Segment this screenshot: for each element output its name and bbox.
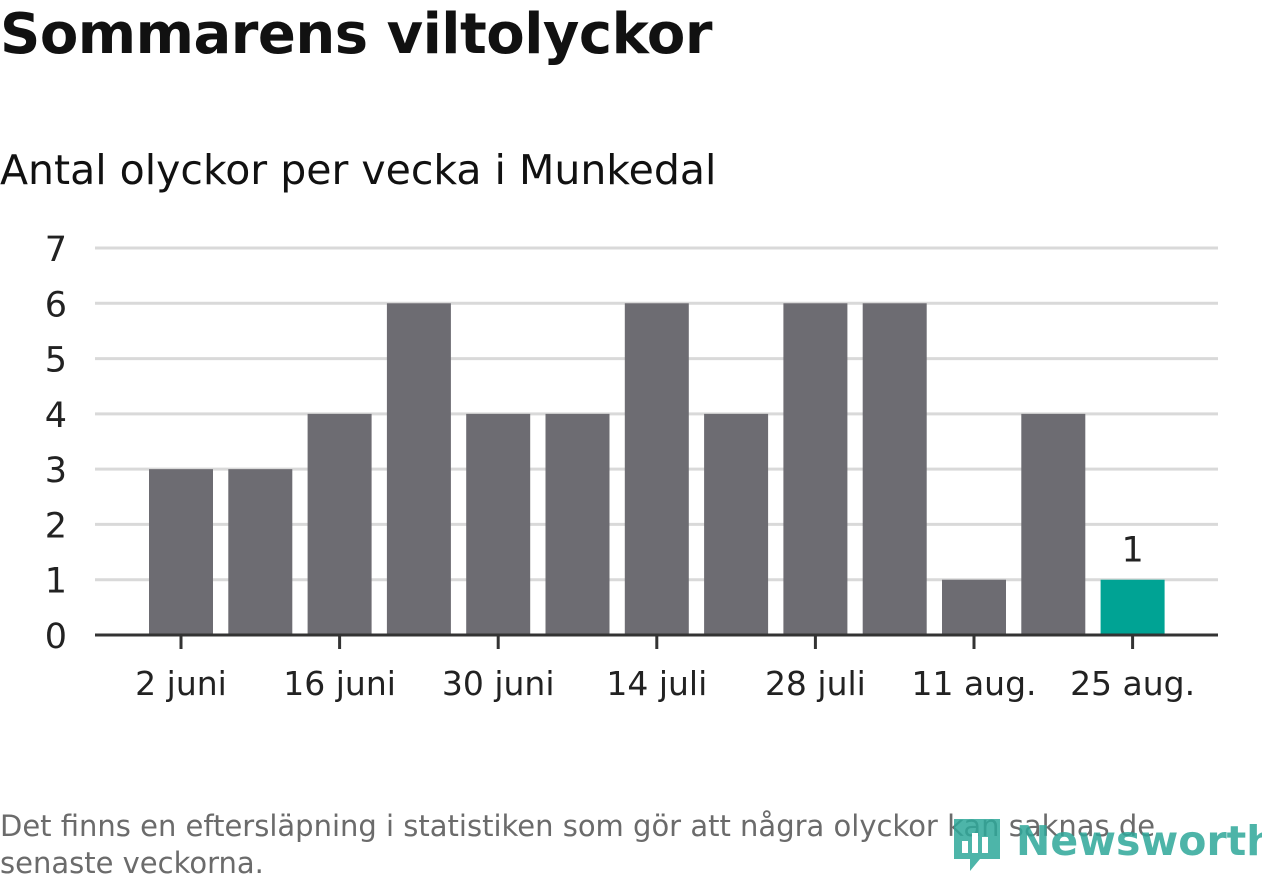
- x-tick-label: 2 juni: [135, 664, 227, 703]
- bar: [1100, 579, 1165, 635]
- bar: [149, 469, 213, 635]
- y-tick-label: 6: [45, 285, 67, 325]
- bar: [545, 413, 610, 635]
- chart-subtitle: Antal olyckor per vecka i Munkedal: [0, 146, 717, 194]
- bar: [862, 303, 927, 635]
- bar-chart-pin-icon: [954, 819, 1000, 871]
- x-axis-ticks: 2 juni 16 juni 30 juni 14 juli 28 juli 11 aug…: [135, 635, 1195, 703]
- x-tick-label: 11 aug.: [911, 664, 1036, 703]
- bar: [942, 579, 1006, 635]
- bar: [466, 413, 531, 635]
- y-tick-label: 3: [45, 451, 67, 491]
- x-tick-label: 30 juni: [442, 664, 555, 703]
- brand-name: Newsworthy: [1016, 817, 1262, 865]
- bar: [307, 413, 372, 635]
- bar: [624, 303, 689, 635]
- bar-chart: 0 1 2 3 4 5 6 7 1 2 juni 16 juni 30 juni 14 juli 28…: [45, 230, 1218, 703]
- data-labels: 1: [1121, 531, 1143, 571]
- y-tick-label: 7: [45, 230, 67, 270]
- x-tick-label: 28 juli: [765, 664, 866, 703]
- bar: [1021, 413, 1086, 635]
- bar: [228, 469, 293, 635]
- bar: [783, 303, 848, 635]
- bars: [149, 303, 1165, 635]
- y-axis-ticks: 0 1 2 3 4 5 6 7: [45, 230, 67, 657]
- x-tick-label: 25 aug.: [1070, 664, 1195, 703]
- y-tick-label: 0: [45, 617, 67, 657]
- y-tick-label: 2: [45, 506, 67, 546]
- y-tick-label: 5: [45, 341, 67, 381]
- bar: [386, 303, 451, 635]
- y-tick-label: 1: [45, 562, 67, 602]
- x-tick-label: 16 juni: [283, 664, 396, 703]
- x-tick-label: 14 juli: [606, 664, 707, 703]
- data-label: 1: [1121, 531, 1143, 571]
- y-tick-label: 4: [45, 396, 67, 436]
- chart-title: Sommarens viltolyckor: [0, 2, 712, 67]
- bar: [704, 413, 769, 635]
